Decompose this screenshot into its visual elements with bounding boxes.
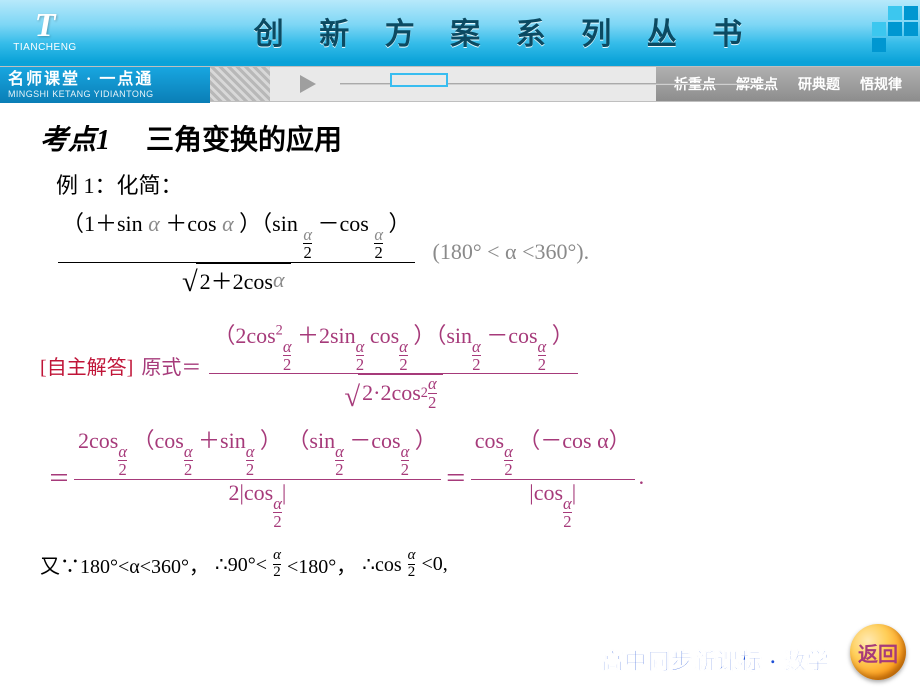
t: 2＋2cos [200, 264, 273, 296]
track-marker [390, 73, 448, 87]
example-label: 例 1：化简： [56, 168, 886, 200]
top-banner: T TIANCHENG 创 新 方 案 系 列 丛 书 [0, 0, 920, 62]
ribbon-track: 析重点 解难点 研典题 悟规律 [270, 67, 920, 101]
alpha: α [222, 211, 234, 236]
logo-letter: T [35, 9, 56, 43]
expression-main: （1＋sin α ＋cos α ）（sin α2 －cos α2 ） √ 2＋2… [58, 206, 886, 298]
t: （1＋sin [62, 211, 148, 236]
solution-word: 原式＝ [141, 351, 201, 380]
return-button[interactable]: 返回 [850, 624, 906, 680]
range: (180° < α <360°). [433, 239, 590, 265]
ribbon-badge-zh: 名师课堂 · 一点通 [8, 72, 210, 88]
ribbon-badge: 名师课堂 · 一点通 MINGSHI KETANG YIDIANTONG [0, 67, 210, 103]
tag-3: 研典题 [798, 74, 840, 94]
section-heading: 考点1 三角变换的应用 [40, 118, 886, 158]
solution-tag: [自主解答] [40, 351, 133, 380]
alpha: α [148, 211, 160, 236]
ribbon-thumbnail [210, 67, 270, 101]
ribbon-bar: 名师课堂 · 一点通 MINGSHI KETANG YIDIANTONG 析重点… [0, 66, 920, 102]
ribbon-badge-pinyin: MINGSHI KETANG YIDIANTONG [8, 90, 210, 99]
footer-caption: 高中同步新课标 · 数学 [602, 644, 830, 676]
solution-step-1: [自主解答] 原式＝ （2cos2α2 ＋2sinα2 cosα2 ）（sinα… [40, 318, 886, 413]
logo: T TIANCHENG [0, 0, 90, 62]
solution-step-2: ＝ 2cosα2 （cosα2 ＋sinα2 ） （sinα2 －cosα2 ）… [48, 423, 886, 530]
corner-squares-icon [800, 0, 920, 62]
solution-range-line: 又∵180°<α<360°， ∴90°< α2 <180°， ∴cos α2 <… [40, 548, 886, 581]
t: ）（sin [239, 211, 298, 236]
play-icon[interactable] [300, 75, 316, 93]
banner-title: 创 新 方 案 系 列 丛 书 [90, 9, 920, 53]
t: ＋cos [165, 211, 222, 236]
kaodian-label: 考点1 [40, 118, 110, 158]
alpha: α [273, 267, 285, 293]
logo-subtext: TIANCHENG [13, 43, 76, 53]
return-label: 返回 [858, 638, 898, 667]
t: ） [389, 211, 411, 236]
tag-4: 悟规律 [860, 74, 902, 94]
slide-content: 考点1 三角变换的应用 例 1：化简： （1＋sin α ＋cos α ）（si… [0, 102, 920, 581]
kaodian-topic: 三角变换的应用 [146, 118, 342, 158]
t: －cos [318, 211, 369, 236]
